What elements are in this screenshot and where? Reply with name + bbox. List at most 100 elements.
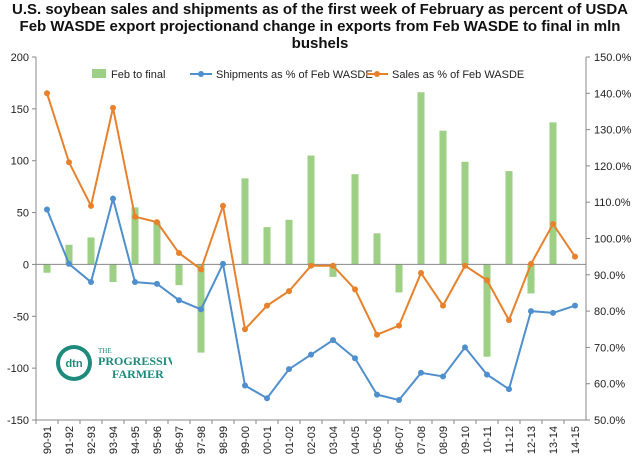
bar-92-93	[87, 237, 95, 265]
x-tick-label-92-93: 92-93	[86, 426, 98, 454]
x-tick-label-94-95: 94-95	[130, 426, 142, 454]
bar-06-07	[395, 264, 403, 293]
sales-point-02-03	[308, 262, 314, 269]
sales-point-96-97	[176, 250, 182, 257]
legend-marker-sales	[374, 71, 380, 77]
left-axis-ticks: 200 150 100 50 0 -50 -100 -150	[7, 52, 36, 427]
x-tick-label-91-92: 91-92	[64, 426, 76, 454]
x-tick-label-13-14: 13-14	[548, 426, 560, 454]
x-tick-label-03-04: 03-04	[328, 426, 340, 454]
right-tick-label: 80.0%	[594, 306, 625, 318]
sales-point-06-07	[396, 322, 402, 329]
sales-point-95-96	[154, 219, 160, 226]
x-tick-label-10-11: 10-11	[482, 426, 494, 453]
right-axis-ticks: 150.0% 140.0% 130.0% 120.0% 110.0% 100.0% 90.0…	[586, 52, 632, 427]
shipments-point-01-02	[286, 366, 292, 373]
shipments-point-05-06	[374, 391, 380, 398]
sales-point-05-06	[374, 331, 380, 338]
sales-point-92-93	[88, 202, 94, 209]
bar-03-04	[329, 264, 337, 277]
sales-point-91-92	[66, 159, 72, 166]
logo-text-sub: FARMER	[112, 367, 164, 381]
sales-point-01-02	[286, 288, 292, 295]
shipments-point-99-00	[242, 382, 248, 389]
bar-08-09	[439, 130, 447, 265]
x-tick-label-12-13: 12-13	[526, 426, 538, 454]
left-tick-label: 50	[17, 208, 29, 220]
legend-swatch-feb-to-final	[92, 69, 106, 78]
sales-point-10-11	[484, 277, 490, 284]
legend: Feb to final Shipments as % of Feb WASDE S…	[92, 69, 524, 81]
bar-99-00	[241, 178, 249, 265]
right-tick-label: 120.0%	[594, 161, 632, 173]
right-tick-label: 60.0%	[594, 379, 625, 391]
sales-point-13-14	[550, 220, 556, 227]
bar-90-91	[43, 264, 51, 273]
bar-series	[43, 92, 557, 357]
right-tick-label: 130.0%	[594, 125, 632, 137]
right-tick-label: 90.0%	[594, 270, 625, 282]
bar-13-14	[549, 122, 557, 265]
logo-text-small: THE	[98, 347, 112, 355]
sales-point-90-91	[44, 90, 50, 97]
shipments-point-10-11	[484, 371, 490, 378]
x-tick-label-14-15: 14-15	[570, 426, 582, 454]
legend-label-sales: Sales as % of Feb WASDE	[392, 69, 524, 81]
left-tick-label: -50	[13, 311, 29, 323]
shipments-point-98-99	[220, 260, 226, 267]
bar-91-92	[65, 244, 73, 265]
sales-point-08-09	[440, 302, 446, 309]
x-tick-label-04-05: 04-05	[350, 426, 362, 454]
sales-point-97-98	[198, 266, 204, 273]
x-tick-label-07-08: 07-08	[416, 426, 428, 454]
shipments-point-14-15	[572, 302, 578, 309]
bar-09-10	[461, 161, 469, 265]
sales-point-94-95	[132, 213, 138, 220]
bar-10-11	[483, 264, 491, 357]
shipments-point-92-93	[88, 279, 94, 286]
left-tick-label: 100	[11, 156, 29, 168]
shipments-point-96-97	[176, 297, 182, 304]
sales-point-04-05	[352, 286, 358, 293]
legend-label-feb-to-final: Feb to final	[111, 69, 165, 81]
x-axis-ticks: 90-91 91-92 92-93 93-94 94-95 95-96 96-97 97-98…	[35, 420, 582, 454]
left-tick-label: 150	[11, 104, 29, 116]
bar-01-02	[285, 219, 293, 265]
shipments-point-12-13	[528, 308, 534, 315]
sales-point-14-15	[572, 253, 578, 260]
bar-96-97	[175, 264, 183, 286]
x-tick-label-11-12: 11-12	[504, 426, 516, 453]
x-tick-label-09-10: 09-10	[460, 426, 472, 454]
logo-inner-circle	[60, 349, 88, 377]
sales-point-09-10	[462, 262, 468, 269]
shipments-point-13-14	[550, 309, 556, 316]
x-tick-label-97-98: 97-98	[196, 426, 208, 454]
x-tick-label-90-91: 90-91	[42, 426, 54, 454]
bar-12-13	[527, 264, 535, 294]
shipments-point-02-03	[308, 351, 314, 358]
x-tick-label-08-09: 08-09	[438, 426, 450, 454]
chart-title: U.S. soybean sales and shipments as of t…	[11, 1, 628, 52]
x-tick-label-05-06: 05-06	[372, 426, 384, 454]
x-tick-label-96-97: 96-97	[174, 426, 186, 454]
bar-02-03	[307, 155, 315, 265]
left-tick-label: 200	[11, 52, 29, 64]
right-tick-label: 50.0%	[594, 415, 625, 427]
right-tick-label: 110.0%	[594, 197, 631, 209]
shipments-point-90-91	[44, 206, 50, 213]
shipments-point-08-09	[440, 373, 446, 380]
logo-graphic: dtn THE PROGRESSIVE FARMER	[56, 345, 184, 381]
legend-marker-shipments	[198, 71, 204, 77]
shipments-point-03-04	[330, 337, 336, 344]
right-tick-label: 70.0%	[594, 342, 625, 354]
bar-94-95	[131, 207, 139, 265]
right-tick-label: 150.0%	[594, 52, 632, 64]
bar-05-06	[373, 233, 381, 265]
shipments-point-97-98	[198, 306, 204, 313]
logo-badge-text: dtn	[65, 358, 82, 370]
right-tick-label: 100.0%	[594, 234, 632, 246]
shipments-point-94-95	[132, 279, 138, 286]
sales-point-93-94	[110, 104, 116, 111]
shipments-point-91-92	[66, 260, 72, 267]
